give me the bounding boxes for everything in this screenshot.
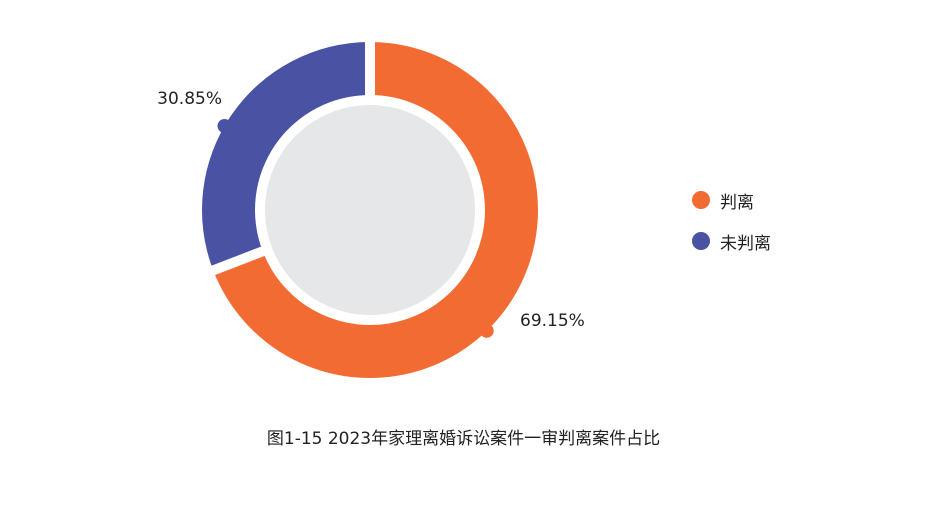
legend: 判离 未判离 [692,188,771,270]
chart-title: 图1-15 2023年家理离婚诉讼案件一审判离案件占比 [266,429,661,449]
legend-item-panli: 判离 [692,188,771,213]
label-marker-weipanli [217,119,232,133]
donut-center [265,105,475,315]
data-label-weipanli: 30.85% [157,89,222,109]
legend-swatch-weipanli [692,232,710,250]
legend-swatch-panli [692,191,710,209]
legend-label-panli: 判离 [720,192,754,213]
legend-item-weipanli: 未判离 [692,229,771,254]
slice-panli [213,42,538,378]
slice-weipanli [201,42,370,271]
label-marker-panli [479,323,494,338]
data-label-panli: 69.15% [520,311,585,331]
slice-gap [207,245,267,277]
legend-label-weipanli: 未判离 [720,233,771,254]
